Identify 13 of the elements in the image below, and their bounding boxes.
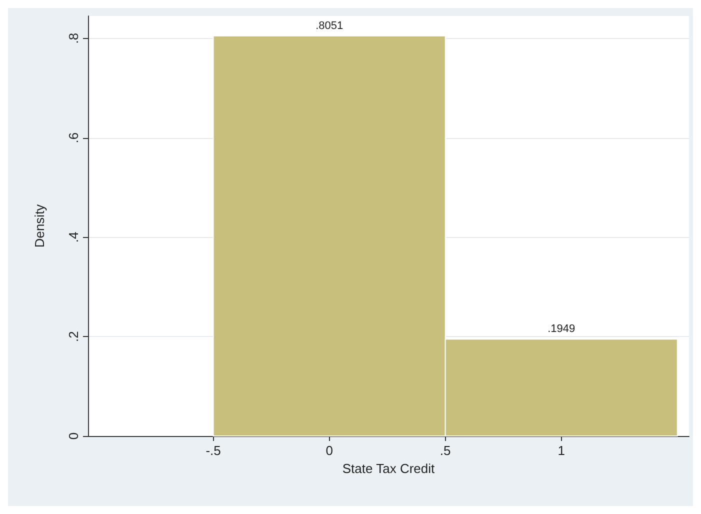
y-tick-label: .6 [66,132,81,144]
x-tick-label: .5 [440,443,451,458]
x-axis-title: State Tax Credit [342,461,436,476]
x-tick-label: 1 [558,443,565,458]
y-tick-label: .8 [66,32,81,44]
x-tick-label: -.5 [206,443,221,458]
data-label: .8051 [316,20,344,32]
y-axis-title: Density [32,204,47,248]
y-tick-label: .4 [66,232,81,243]
y-tick-label: 0 [66,432,81,440]
x-tick-label: 0 [326,443,333,458]
y-tick-label: .2 [66,331,81,342]
data-label: .1949 [548,323,576,336]
